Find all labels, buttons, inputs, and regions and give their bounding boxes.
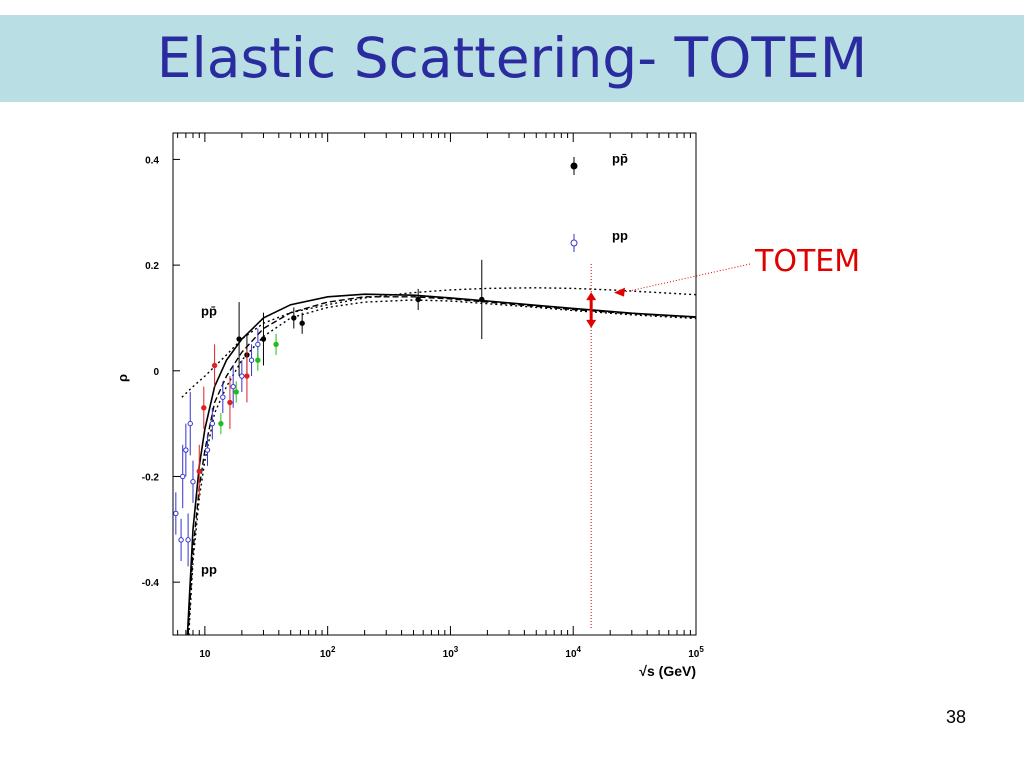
- model-curve-dotted: [188, 299, 696, 635]
- data-points: [173, 259, 485, 567]
- y-tick-label: 0.2: [145, 261, 159, 272]
- legend-label: pp̄: [612, 151, 628, 166]
- axes: -0.4 -0.2 0 0.2 0.4 10 102 103 104 105: [142, 133, 704, 660]
- data-point: [201, 405, 207, 411]
- data-point: [209, 420, 216, 427]
- data-point: [299, 320, 305, 326]
- totem-arrow-down: [586, 319, 597, 328]
- slide-number: 38: [945, 707, 966, 727]
- data-point: [273, 341, 279, 348]
- data-point: [196, 468, 202, 474]
- x-tick-label: 103: [443, 645, 459, 660]
- x-tick-label: 105: [688, 645, 704, 660]
- data-point: [248, 357, 255, 363]
- totem-pointer-line: [621, 263, 751, 294]
- model-curve-dotted: [181, 287, 696, 398]
- data-point: [220, 394, 226, 400]
- y-tick-label: 0: [153, 367, 159, 378]
- y-tick-label: -0.2: [142, 472, 160, 483]
- data-point: [185, 537, 191, 543]
- totem-pointer-arrowhead: [614, 287, 625, 297]
- data-point: [178, 537, 184, 543]
- data-point: [415, 296, 421, 303]
- x-tick-label: 10: [199, 649, 211, 660]
- totem-marker: [586, 263, 751, 630]
- plot-frame: [172, 132, 697, 636]
- data-point: [187, 420, 193, 427]
- x-axis-label: √s (GeV): [639, 663, 696, 679]
- y-axis-label: ρ: [115, 374, 130, 382]
- x-tick-label: 102: [320, 645, 336, 660]
- data-point: [244, 373, 250, 379]
- model-curve-solid: [186, 293, 696, 635]
- data-point: [190, 479, 196, 485]
- model-curves: [181, 287, 696, 635]
- title-band: Elastic Scattering- TOTEM: [0, 15, 1024, 102]
- y-tick-label: 0.4: [145, 155, 159, 166]
- model-curve-dashed: [187, 296, 696, 635]
- data-point: [218, 420, 224, 427]
- legend: pp̄ pp pp̄ pp: [201, 151, 628, 577]
- data-point: [239, 373, 245, 379]
- y-tick-label: -0.4: [142, 578, 160, 589]
- legend-marker: [570, 162, 578, 170]
- data-point: [227, 399, 233, 406]
- data-point: [204, 447, 211, 453]
- data-point: [255, 357, 261, 363]
- data-point: [260, 336, 267, 342]
- legend-label: pp: [612, 228, 628, 243]
- data-point: [236, 336, 242, 342]
- data-point: [230, 383, 236, 390]
- data-point: [180, 473, 186, 480]
- totem-arrow-up: [586, 292, 597, 301]
- x-tick-label: 104: [565, 645, 581, 660]
- data-point: [173, 510, 179, 517]
- totem-annotation-label: TOTEM: [755, 244, 861, 279]
- data-point: [233, 389, 239, 395]
- curve-label: pp̄: [201, 303, 217, 318]
- data-point: [291, 315, 297, 321]
- data-point: [211, 362, 218, 369]
- slide-title: Elastic Scattering- TOTEM: [156, 26, 868, 90]
- data-point: [183, 447, 189, 453]
- data-point: [255, 341, 261, 348]
- legend-marker: [570, 239, 578, 247]
- data-point: [479, 296, 485, 303]
- curve-label: pp: [201, 562, 217, 577]
